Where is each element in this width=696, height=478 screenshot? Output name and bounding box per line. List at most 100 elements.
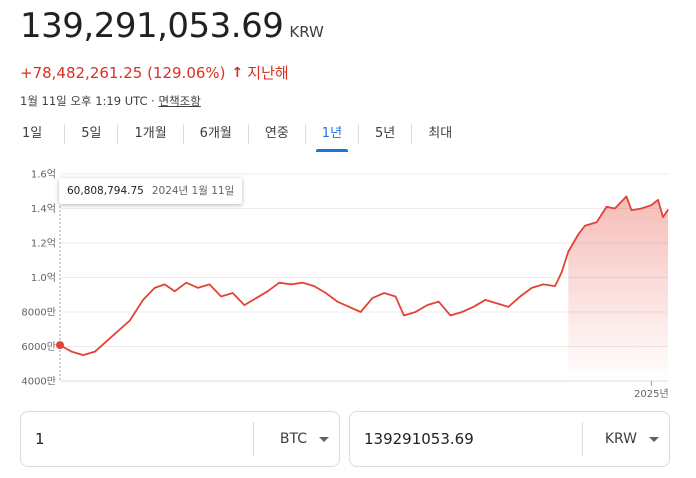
change-period: 지난해 <box>247 64 289 82</box>
data-point <box>650 204 652 206</box>
tab-5d[interactable]: 5일 <box>81 126 102 141</box>
data-point <box>426 304 428 306</box>
tab-divider <box>411 124 413 144</box>
data-point <box>584 225 586 227</box>
data-point <box>394 295 397 298</box>
data-point <box>507 306 510 308</box>
converter-divider <box>252 422 254 456</box>
price-currency: KRW <box>289 23 324 41</box>
y-tick-label: 1.6억 <box>31 169 56 181</box>
tab-divider <box>64 124 66 144</box>
data-point <box>243 304 245 306</box>
price-chart-svg[interactable]: 1.6억 1.4억 1.2억 1.0억 8000만 6000만 4000만 2025년 <box>0 158 696 408</box>
data-point <box>142 299 144 301</box>
data-point <box>473 306 475 308</box>
data-point <box>403 314 405 317</box>
y-tick-label: 1.2억 <box>31 238 56 250</box>
data-point <box>290 283 292 285</box>
to-unit-select[interactable]: KRW <box>583 412 669 466</box>
data-point <box>232 292 234 294</box>
tooltip-date: 2024년 1월 11일 <box>151 185 235 197</box>
data-point <box>82 354 84 356</box>
to-amount-input[interactable] <box>350 411 582 467</box>
data-point <box>496 302 498 304</box>
y-tick-label: 1.4억 <box>31 203 56 215</box>
tab-1y[interactable]: 1년 <box>306 122 358 152</box>
y-tick-label: 4000만 <box>21 376 56 388</box>
data-point <box>662 216 664 218</box>
data-point <box>438 301 440 303</box>
data-point <box>567 251 569 253</box>
chart-tooltip: 60,808,794.75 2024년 1월 11일 <box>59 178 243 204</box>
data-point <box>414 311 417 313</box>
from-unit-label: BTC <box>279 431 307 447</box>
data-point <box>255 297 257 299</box>
tab-max[interactable]: 최대 <box>428 126 453 141</box>
data-point <box>383 292 385 294</box>
data-point <box>325 292 327 294</box>
price-header: 139,291,053.69 KRW <box>20 6 324 46</box>
data-point <box>117 330 119 332</box>
disclaimer-link[interactable]: 면책조항 <box>158 94 201 108</box>
data-point <box>625 195 628 198</box>
data-point <box>461 311 463 313</box>
price-change-row: +78,482,261.25 (129.06%) ↑ 지난해 <box>20 62 289 83</box>
data-point <box>449 314 451 317</box>
data-point <box>313 285 315 287</box>
data-point <box>267 290 269 292</box>
data-point <box>542 283 545 285</box>
tab-ytd[interactable]: 연중 <box>264 126 289 141</box>
converter-to: KRW <box>349 411 670 467</box>
tab-5y[interactable]: 5년 <box>375 126 396 141</box>
x-tick-label: 2025년 <box>634 388 669 400</box>
data-point <box>484 299 486 301</box>
from-unit-select[interactable]: BTC <box>254 412 339 466</box>
tab-divider <box>182 124 184 144</box>
data-point <box>667 209 669 211</box>
timestamp: 1월 11일 오후 1:19 UTC <box>20 94 148 108</box>
data-point <box>657 199 659 201</box>
series-area <box>568 196 668 381</box>
tab-1m[interactable]: 1개월 <box>134 126 167 141</box>
meta-row: 1월 11일 오후 1:19 UTC · 면책조항 <box>20 93 201 109</box>
data-point <box>561 271 563 273</box>
to-unit-label: KRW <box>604 431 637 447</box>
data-point <box>301 282 304 284</box>
current-price: 139,291,053.69 <box>20 6 284 46</box>
data-point <box>348 306 350 308</box>
converter-from: BTC <box>20 411 340 467</box>
data-point <box>614 207 616 210</box>
y-tick-label: 6000만 <box>21 341 56 353</box>
data-point <box>197 287 199 289</box>
price-chart[interactable]: 1.6억 1.4억 1.2억 1.0억 8000만 6000만 4000만 2025년 <box>0 158 696 408</box>
data-point <box>595 221 598 223</box>
tooltip-value: 60,808,794.75 <box>67 185 144 197</box>
series-line <box>59 195 669 357</box>
tab-divider <box>304 124 306 144</box>
data-point <box>105 340 108 342</box>
data-point <box>519 295 521 298</box>
data-point <box>174 290 176 292</box>
data-point <box>71 351 73 353</box>
from-amount-input[interactable] <box>21 411 253 467</box>
chevron-down-icon <box>319 436 329 442</box>
data-point <box>577 233 579 235</box>
time-range-tabs: 1일 5일 1개월 6개월 연중 1년 5년 최대 <box>20 120 676 152</box>
data-point <box>336 301 339 303</box>
data-point <box>129 320 131 322</box>
tab-1d[interactable]: 1일 <box>22 126 43 141</box>
data-point <box>278 282 280 284</box>
chevron-down-icon <box>649 436 659 442</box>
data-point <box>154 287 156 289</box>
data-point <box>531 287 533 289</box>
data-point <box>554 285 556 287</box>
arrow-up-icon: ↑ <box>231 64 244 81</box>
tab-divider <box>247 124 249 144</box>
tab-6m[interactable]: 6개월 <box>199 126 232 141</box>
data-point <box>640 207 643 210</box>
y-tick-label: 8000만 <box>21 307 56 319</box>
data-point <box>220 295 222 298</box>
data-point <box>360 311 362 313</box>
data-point <box>605 206 608 208</box>
tab-divider <box>117 124 119 144</box>
